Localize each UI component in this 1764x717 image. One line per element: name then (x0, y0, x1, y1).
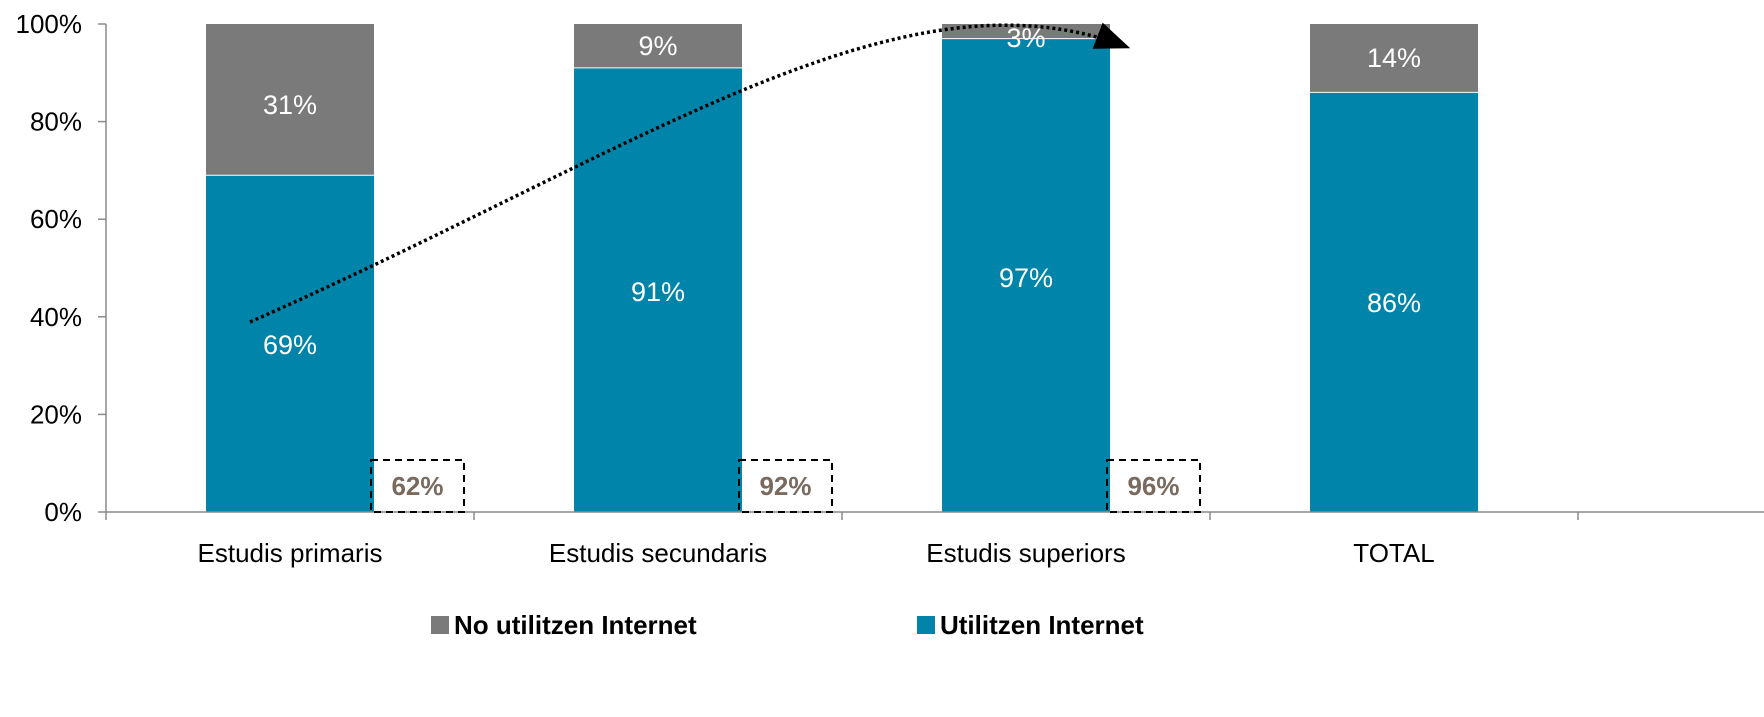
data-label-no-utilitzen: 31% (263, 90, 317, 120)
legend-label-no-utilitzen: No utilitzen Internet (454, 610, 697, 640)
annotation-value: 92% (759, 471, 811, 501)
y-tick-label: 0% (44, 497, 82, 527)
bar-utilitzen-3 (1310, 92, 1478, 512)
y-tick-label: 40% (30, 302, 82, 332)
annotation-box (738, 459, 833, 513)
legend-swatch-no-utilitzen (431, 616, 449, 634)
data-label-no-utilitzen: 9% (638, 31, 677, 61)
x-tick-label: Estudis primaris (198, 538, 383, 568)
bar-utilitzen-1 (574, 67, 742, 513)
y-tick-label: 20% (30, 399, 82, 429)
annotation-value: 96% (1127, 471, 1179, 501)
bar-no-utilitzen-1 (574, 24, 742, 68)
legend-label-utilitzen: Utilitzen Internet (940, 610, 1144, 640)
legend-swatch-utilitzen (917, 616, 935, 634)
bar-no-utilitzen-2 (942, 24, 1110, 39)
data-label-no-utilitzen: 14% (1367, 43, 1421, 73)
data-label-utilitzen: 91% (631, 277, 685, 307)
annotation-box (370, 459, 465, 513)
data-label-utilitzen: 69% (263, 330, 317, 360)
data-label-no-utilitzen: 3% (1006, 23, 1045, 53)
x-tick-label: TOTAL (1353, 538, 1434, 568)
bar-no-utilitzen-3 (1310, 24, 1478, 93)
data-label-utilitzen: 86% (1367, 288, 1421, 318)
annotation-value: 62% (391, 471, 443, 501)
bar-utilitzen-2 (942, 38, 1110, 512)
trend-arrow (249, 22, 1131, 324)
y-tick-label: 60% (30, 204, 82, 234)
annotation-box (1106, 459, 1201, 513)
y-tick-label: 100% (16, 9, 83, 39)
bar-no-utilitzen-0 (206, 24, 374, 176)
y-tick-label: 80% (30, 107, 82, 137)
x-tick-label: Estudis secundaris (549, 538, 767, 568)
bar-utilitzen-0 (206, 175, 374, 512)
x-tick-label: Estudis superiors (926, 538, 1125, 568)
data-label-utilitzen: 97% (999, 263, 1053, 293)
